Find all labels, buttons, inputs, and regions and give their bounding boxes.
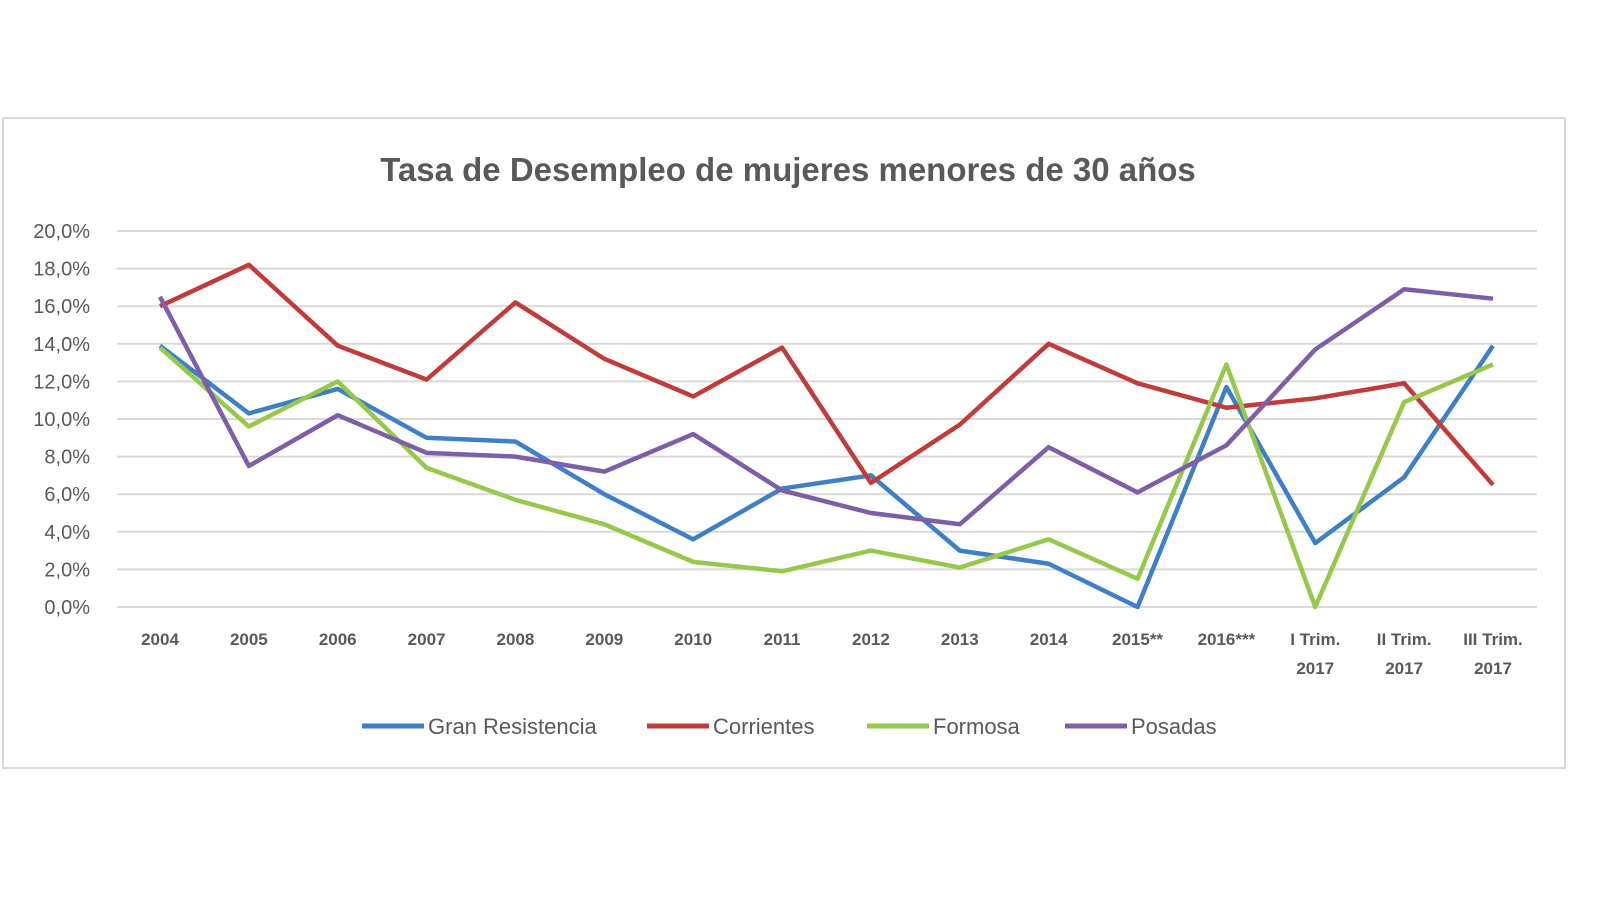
y-tick-label: 0,0%	[44, 597, 90, 619]
chart-frame: Tasa de Desempleo de mujeres menores de …	[2, 117, 1566, 769]
x-tick-label: 2007	[408, 630, 446, 649]
y-tick-label: 18,0%	[33, 259, 90, 281]
legend-label: Corrientes	[713, 714, 814, 739]
series-line-gran-resistencia	[158, 343, 1495, 610]
series-line-posadas	[158, 287, 1494, 527]
x-tick-label: 2013	[941, 630, 979, 649]
x-tick-label: 2009	[585, 630, 623, 649]
series-line-corrientes	[159, 262, 1495, 487]
x-tick-label: 2004	[141, 630, 179, 649]
legend-label: Gran Resistencia	[428, 714, 598, 739]
chart-title: Tasa de Desempleo de mujeres menores de …	[380, 151, 1196, 188]
y-tick-label: 2,0%	[44, 559, 90, 581]
x-tick-label: 2017	[1474, 659, 1512, 678]
x-tick-label: III Trim.	[1463, 630, 1523, 649]
legend-label: Posadas	[1131, 714, 1217, 739]
x-tick-label: 2008	[497, 630, 535, 649]
y-tick-label: 10,0%	[33, 409, 90, 431]
line-chart: Tasa de Desempleo de mujeres menores de …	[33, 151, 1537, 739]
x-tick-label: 2017	[1385, 659, 1423, 678]
x-tick-label: 2011	[764, 630, 801, 649]
x-tick-label: 2016***	[1198, 630, 1256, 649]
y-tick-label: 14,0%	[33, 334, 90, 356]
legend-label: Formosa	[933, 714, 1021, 739]
x-tick-label: 2012	[852, 630, 890, 649]
y-tick-label: 8,0%	[44, 447, 90, 469]
y-tick-label: 6,0%	[44, 484, 90, 506]
series-line-formosa	[158, 345, 1494, 610]
x-tick-label: II Trim.	[1377, 630, 1432, 649]
x-tick-label: 2017	[1296, 659, 1334, 678]
x-tick-label: 2010	[674, 630, 712, 649]
x-tick-label: I Trim.	[1290, 630, 1340, 649]
y-tick-label: 16,0%	[33, 296, 90, 318]
x-tick-label: 2015**	[1112, 630, 1163, 649]
y-tick-label: 4,0%	[44, 522, 90, 544]
x-tick-label: 2014	[1030, 630, 1068, 649]
y-tick-label: 20,0%	[33, 221, 90, 243]
y-tick-label: 12,0%	[33, 371, 90, 393]
x-tick-label: 2006	[319, 630, 357, 649]
x-tick-label: 2005	[230, 630, 268, 649]
